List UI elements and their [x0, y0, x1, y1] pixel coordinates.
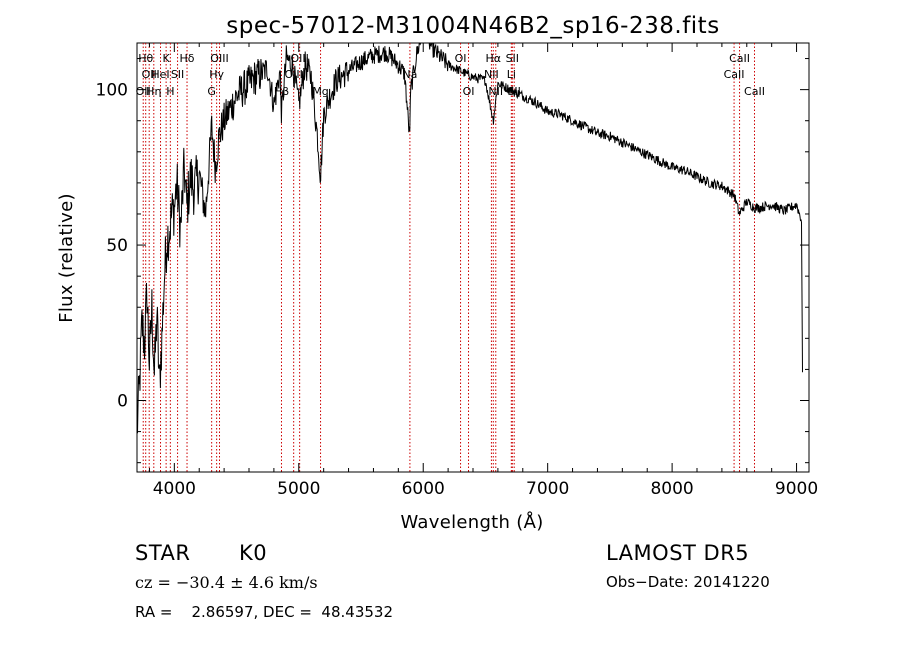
line-label-na: Na [402, 68, 417, 81]
y-tick-label: 100 [96, 81, 128, 101]
x-tick-label: 4000 [153, 479, 196, 499]
line-label-hei: HeI [151, 68, 169, 81]
line-label-oiii: OIII [290, 52, 308, 65]
object-subclass: K0 [239, 541, 268, 565]
y-axis-ticks: 0 50 100 [96, 58, 809, 464]
line-label-hδ: Hδ [180, 52, 195, 65]
line-label-oi: OI [455, 52, 467, 65]
object-class: STAR [135, 541, 191, 565]
x-axis-label: Wavelength (Å) [400, 511, 543, 533]
line-label-sii: SII [171, 68, 184, 81]
line-label-nii: NII [488, 85, 503, 98]
spectral-line-markers [142, 43, 755, 472]
line-label-k: K [163, 52, 171, 65]
x-tick-label: 8000 [650, 479, 693, 499]
line-label-nii: NII [484, 68, 499, 81]
plot-frame [136, 42, 810, 473]
line-label-g: G [207, 85, 216, 98]
y-tick-label: 50 [106, 236, 128, 256]
line-label-hγ: Hγ [209, 68, 224, 81]
line-label-caii: CaII [744, 85, 765, 98]
x-tick-label: 6000 [402, 479, 445, 499]
line-label-caii: CaII [724, 68, 745, 81]
line-label-oi: OI [463, 85, 475, 98]
line-label-h: H [166, 85, 174, 98]
x-tick-label: 7000 [526, 479, 569, 499]
line-label-oii: OII [136, 85, 151, 98]
redshift-cz: cz = −30.4 ± 4.6 km/s [135, 573, 318, 592]
line-label-hθ: Hθ [138, 52, 153, 65]
line-label-caii: CaII [729, 52, 750, 65]
y-tick-label: 0 [117, 392, 128, 412]
chart-title: spec-57012-M31004N46B2_sp16-238.fits [226, 13, 719, 39]
spectrum-line [136, 42, 803, 434]
line-label-hα: Hα [486, 52, 502, 65]
line-label-oiii: OIII [210, 52, 228, 65]
x-axis-ticks: 4000 5000 6000 7000 8000 9000 [148, 43, 818, 499]
spectral-line-labels: OIIHθOIIHηHeIKHSIIHδGHγOIIIHβOIIIOIIIMgN… [136, 52, 765, 98]
line-label-sii: SII [506, 52, 519, 65]
x-tick-label: 9000 [775, 479, 818, 499]
observation-date: Obs−Date: 20141220 [606, 573, 770, 591]
line-label-li: Li [507, 68, 516, 81]
line-label-mg: Mg [312, 85, 328, 98]
line-label-hη: Hη [146, 85, 161, 98]
y-axis-label: Flux (relative) [56, 193, 77, 323]
x-tick-label: 5000 [277, 479, 320, 499]
line-label-oii: OII [142, 68, 157, 81]
line-label-hβ: Hβ [274, 85, 289, 98]
survey-name: LAMOST DR5 [606, 541, 750, 565]
coordinates: RA = 2.86597, DEC = 48.43532 [135, 603, 393, 621]
